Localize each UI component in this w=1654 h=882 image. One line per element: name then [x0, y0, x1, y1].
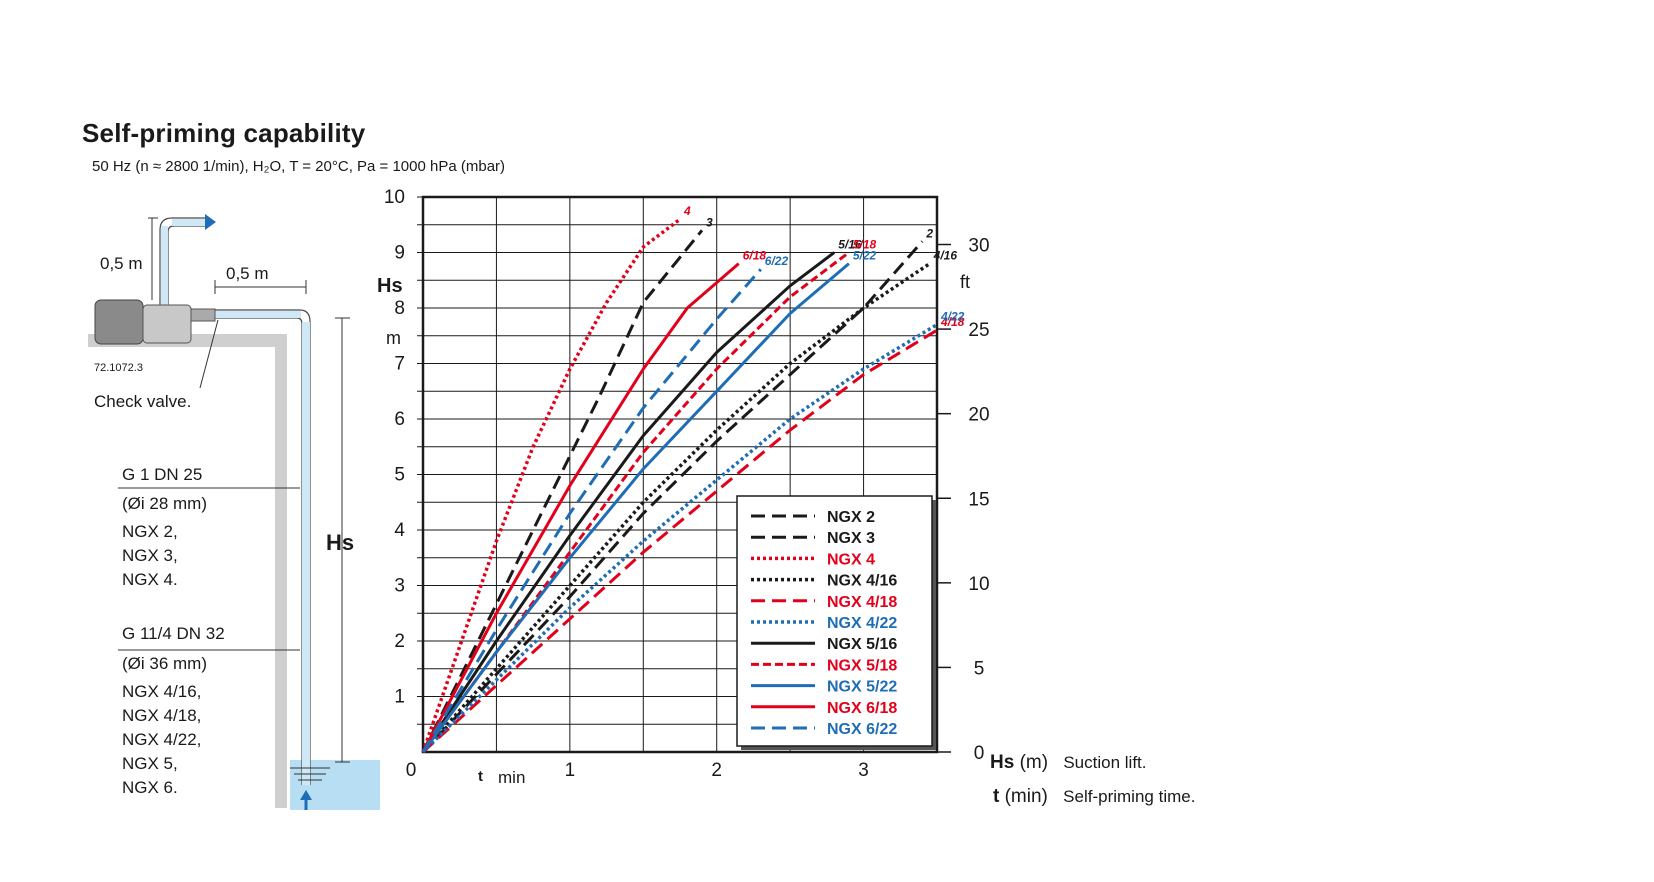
legend-shadow	[741, 500, 936, 750]
model-item: NGX 5,	[122, 754, 178, 773]
x-tick-label: 3	[858, 760, 869, 781]
series-end-label: 6/22	[765, 254, 789, 268]
group2-models: NGX 4/16, NGX 4/18, NGX 4/22, NGX 5, NGX…	[122, 680, 201, 800]
model-item: NGX 4/16,	[122, 682, 202, 701]
group1-size: G 1 DN 25	[122, 465, 203, 484]
legend-entry: NGX 5/16	[827, 636, 897, 653]
y-axis-unit: m	[386, 328, 401, 348]
series-end-label: 2	[925, 226, 933, 240]
y2-tick-label: 25	[968, 320, 989, 341]
legend-entry: NGX 4	[827, 551, 875, 568]
series-line	[421, 268, 762, 753]
series-end-label: 3	[706, 215, 713, 229]
y-tick-label: 6	[394, 409, 405, 430]
series-end-label: 4/16	[933, 249, 958, 263]
check-valve-label: Check valve.	[94, 392, 192, 411]
series-end-label: 5/16	[838, 238, 862, 252]
y2-axis-unit: ft	[960, 272, 971, 292]
y-axis-name: Hs	[377, 275, 403, 297]
footnote-hs: Hs (m) Suction lift.	[990, 752, 1147, 774]
y-tick-label: 7	[394, 354, 405, 375]
y2-tick-label: 30	[968, 236, 989, 257]
x-tick-label: 0	[406, 760, 417, 781]
diagram-code: 72.1072.3	[94, 362, 143, 374]
model-item: NGX 3,	[122, 546, 178, 565]
footnote-t: t (min) Self-priming time.	[993, 786, 1195, 808]
series-end-label: 6/18	[743, 249, 767, 263]
series-line	[421, 251, 850, 753]
group1-dia: (Øi 28 mm)	[122, 494, 207, 513]
series-line	[421, 262, 931, 754]
footnote-symbol: t	[993, 786, 1000, 807]
y-tick-label: 3	[394, 576, 405, 597]
y-tick-label: 2	[394, 631, 405, 652]
y-tick-label: 5	[394, 465, 405, 486]
x-axis-unit: min	[498, 768, 526, 787]
y-tick-label: 8	[394, 298, 405, 319]
footnote-text: Suction lift.	[1063, 753, 1147, 772]
group1-models: NGX 2, NGX 3, NGX 4.	[122, 520, 178, 592]
dim-vertical-label: 0,5 m	[100, 254, 143, 273]
legend-entry: NGX 4/18	[827, 594, 897, 611]
group2-dia: (Øi 36 mm)	[122, 654, 207, 673]
footnote-symbol: Hs	[990, 752, 1015, 773]
model-item: NGX 4.	[122, 570, 178, 589]
legend-entry: NGX 5/22	[827, 679, 897, 696]
series-end-label: 4/22	[940, 310, 965, 324]
page-title: Self-priming capability	[82, 118, 366, 148]
y2-tick-label: 0	[974, 743, 985, 764]
legend-entry: NGX 6/22	[827, 721, 897, 738]
series-line	[421, 262, 850, 753]
series-end-label: 5/22	[853, 249, 877, 263]
check-valve	[190, 308, 216, 322]
y-tick-label: 9	[394, 243, 405, 264]
series-line	[421, 240, 924, 754]
footnote-unit: (m)	[1019, 752, 1049, 773]
model-item: NGX 6.	[122, 778, 178, 797]
footnote-text: Self-priming time.	[1063, 787, 1196, 806]
y-tick-label: 10	[384, 187, 405, 208]
x-tick-label: 1	[565, 760, 576, 781]
legend-entry: NGX 4/16	[827, 573, 897, 590]
series-end-label: 4/18	[940, 315, 965, 329]
pump-diagram	[88, 214, 380, 810]
y2-tick-label: 10	[968, 574, 989, 595]
model-item: NGX 4/22,	[122, 730, 202, 749]
discharge-arrow-icon	[205, 214, 216, 230]
y2-tick-label: 20	[968, 405, 989, 426]
hs-label: Hs	[326, 530, 355, 555]
legend-entry: NGX 3	[827, 530, 875, 547]
pump-motor	[94, 299, 144, 345]
page-subtitle: 50 Hz (n ≈ 2800 1/min), H₂O, T = 20°C, P…	[92, 158, 506, 175]
legend-entry: NGX 2	[827, 509, 875, 526]
series-line	[421, 251, 836, 753]
legend-entry: NGX 5/18	[827, 657, 897, 674]
series-end-label: 4	[683, 204, 691, 218]
series-end-label: 5/18	[853, 238, 877, 252]
series-line	[421, 217, 682, 753]
wall	[275, 334, 287, 808]
y-tick-label: 1	[394, 687, 405, 708]
footnote-unit: (min)	[1004, 786, 1048, 807]
legend-entry: NGX 4/22	[827, 615, 897, 632]
inlet-arrow-icon	[300, 790, 312, 800]
y2-tick-label: 15	[968, 489, 989, 510]
model-item: NGX 4/18,	[122, 706, 202, 725]
x-tick-label: 2	[711, 760, 722, 781]
model-item: NGX 2,	[122, 522, 178, 541]
series-line	[421, 229, 704, 753]
pump-housing	[142, 304, 192, 344]
series-line	[421, 323, 938, 754]
group2-size: G 11/4 DN 32	[122, 624, 225, 643]
dim-horizontal-label: 0,5 m	[226, 264, 269, 283]
legend-entry: NGX 6/18	[827, 700, 897, 717]
x-axis-name: t	[478, 768, 483, 785]
series-line	[421, 328, 938, 754]
y-tick-label: 4	[394, 520, 405, 541]
series-line	[421, 262, 740, 753]
y2-tick-label: 5	[974, 658, 985, 679]
legend-box	[736, 495, 933, 747]
plot-frame	[421, 195, 939, 754]
